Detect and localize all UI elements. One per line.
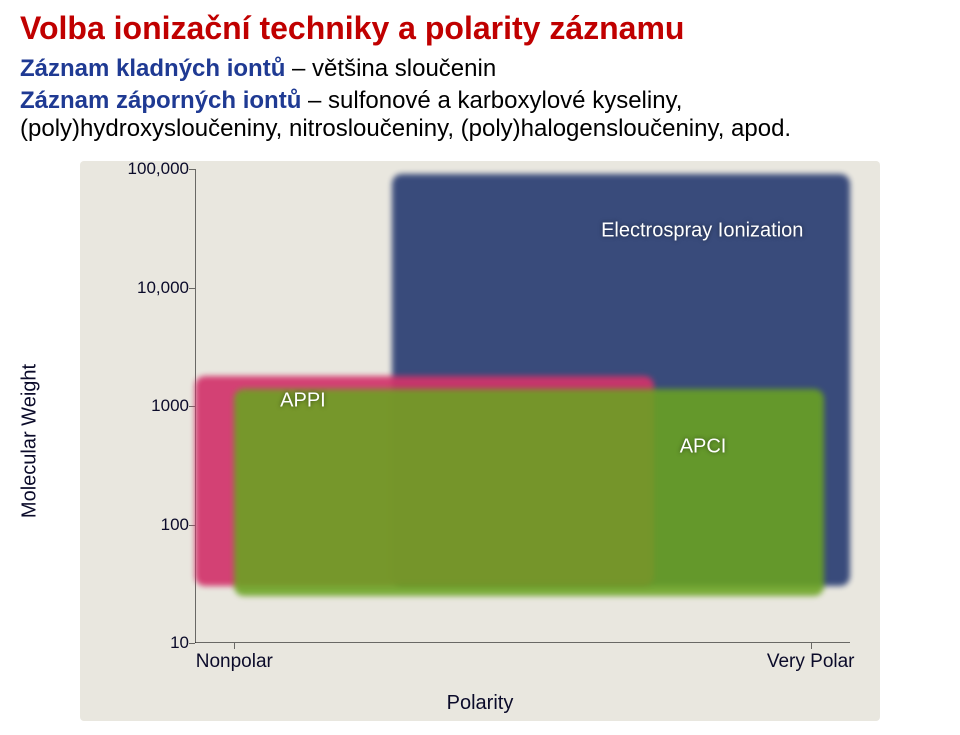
y-tick-mark — [189, 288, 195, 289]
y-tick-mark — [189, 169, 195, 170]
y-axis-label: Molecular Weight — [19, 364, 42, 518]
chart-region-label: APPI — [280, 390, 326, 413]
y-tick-label: 100 — [161, 515, 189, 535]
subtitle-negative-ions: Záznam záporných iontů – sulfonové a kar… — [20, 87, 940, 143]
subtitle-positive-ions-emph: Záznam kladných iontů — [20, 55, 285, 82]
y-tick-label: 10 — [170, 633, 189, 653]
ionization-technique-chart: Molecular Weight 10100100010,000100,000N… — [80, 161, 880, 721]
y-tick-mark — [189, 643, 195, 644]
plot-area: 10100100010,000100,000NonpolarVery Polar… — [195, 169, 850, 643]
chart-region-label: Electrospray Ionization — [601, 219, 803, 242]
subtitle-positive-ions: Záznam kladných iontů – většina sloučeni… — [20, 55, 940, 83]
x-axis-line — [195, 642, 850, 643]
page-title: Volba ionizační techniky a polarity zázn… — [20, 10, 940, 47]
x-tick-mark — [234, 643, 235, 649]
y-tick-label: 10,000 — [137, 278, 189, 298]
subtitle-positive-ions-rest: – většina sloučenin — [285, 55, 496, 82]
y-tick-label: 100,000 — [128, 159, 189, 179]
chart-region — [234, 389, 824, 596]
subtitle-negative-ions-emph: Záznam záporných iontů — [20, 87, 301, 114]
x-tick-mark — [811, 643, 812, 649]
x-tick-label: Nonpolar — [196, 651, 273, 673]
y-tick-label: 1000 — [151, 396, 189, 416]
chart-region-label: APCI — [680, 436, 727, 459]
x-axis-label: Polarity — [447, 692, 514, 715]
x-tick-label: Very Polar — [767, 651, 855, 673]
